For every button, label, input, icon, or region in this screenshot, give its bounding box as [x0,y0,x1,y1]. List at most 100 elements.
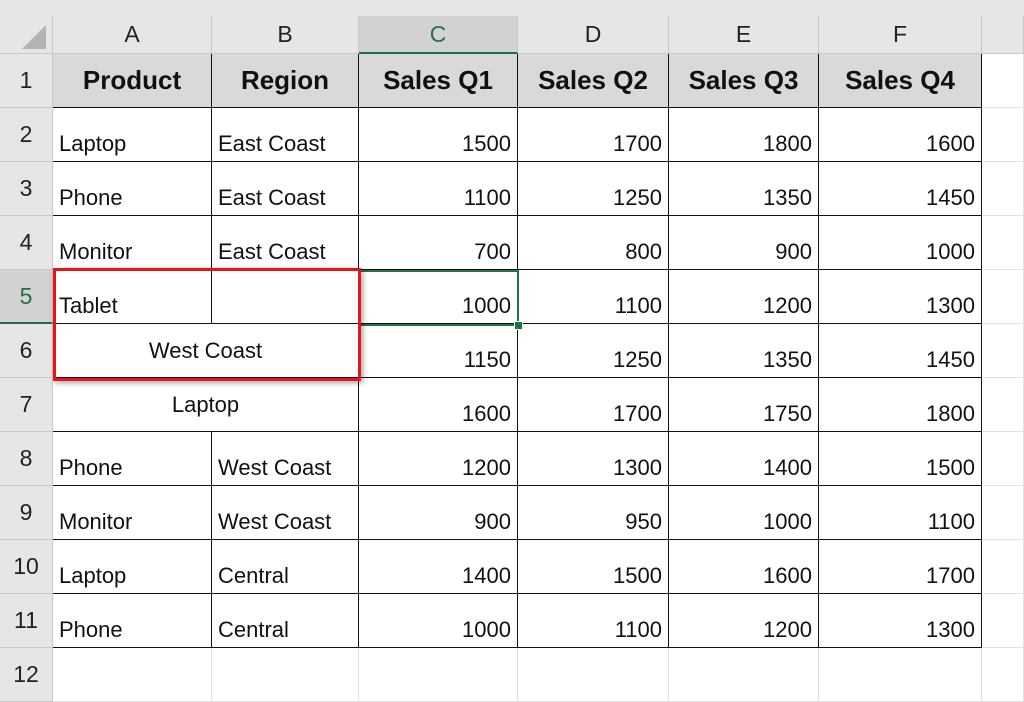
cell[interactable]: 1100 [518,270,669,324]
cell[interactable]: Laptop [53,108,212,162]
cell[interactable]: Monitor [53,486,212,540]
cell[interactable]: 1700 [518,378,669,432]
cell[interactable] [982,162,1024,216]
row-header-10[interactable]: 10 [0,540,53,594]
cell[interactable]: 1250 [518,162,669,216]
fill-handle[interactable] [514,321,523,330]
cell[interactable]: Phone [53,432,212,486]
cell[interactable]: 1500 [359,108,518,162]
cell[interactable]: East Coast [212,216,359,270]
cell[interactable]: Phone [53,594,212,648]
cell[interactable]: 1000 [359,270,518,324]
row-header-5[interactable]: 5 [0,270,53,324]
cell[interactable]: 1200 [669,594,819,648]
cell[interactable] [359,648,518,702]
cell[interactable]: 900 [359,486,518,540]
cell[interactable] [669,648,819,702]
column-header-c[interactable]: C [359,16,518,54]
cell[interactable]: West Coast [212,486,359,540]
cell[interactable] [982,324,1024,378]
cell[interactable]: 1100 [819,486,982,540]
column-header-b[interactable]: B [212,16,359,54]
cell[interactable] [518,648,669,702]
column-header-a[interactable]: A [53,16,212,54]
cell[interactable] [212,648,359,702]
cell[interactable]: 1600 [819,108,982,162]
cell[interactable]: 1700 [518,108,669,162]
row-header-12[interactable]: 12 [0,648,53,702]
cell[interactable]: 900 [669,216,819,270]
merged-cell[interactable]: West Coast [53,324,359,378]
cell[interactable] [982,648,1024,702]
cell[interactable]: 950 [518,486,669,540]
cell[interactable]: 1450 [819,324,982,378]
row-header-7[interactable]: 7 [0,378,53,432]
row-header-1[interactable]: 1 [0,54,53,108]
row-header-3[interactable]: 3 [0,162,53,216]
header-cell[interactable]: Sales Q3 [669,54,819,108]
header-cell[interactable]: Sales Q4 [819,54,982,108]
cell[interactable] [982,216,1024,270]
row-header-2[interactable]: 2 [0,108,53,162]
cell[interactable]: 800 [518,216,669,270]
cell[interactable]: 1500 [819,432,982,486]
cell[interactable]: Phone [53,162,212,216]
row-header-8[interactable]: 8 [0,432,53,486]
column-header-d[interactable]: D [518,16,669,54]
cell[interactable]: 1250 [518,324,669,378]
row-header-6[interactable]: 6 [0,324,53,378]
cell[interactable]: Tablet [53,270,212,324]
header-cell[interactable]: Product [53,54,212,108]
select-all-button[interactable] [0,16,53,54]
column-header-e[interactable]: E [669,16,819,54]
cell[interactable]: 1450 [819,162,982,216]
row-header-9[interactable]: 9 [0,486,53,540]
cell[interactable]: 1600 [669,540,819,594]
cell[interactable] [982,594,1024,648]
cell[interactable]: 1000 [819,216,982,270]
header-cell[interactable]: Sales Q1 [359,54,518,108]
cell[interactable] [982,540,1024,594]
cell[interactable]: 1100 [518,594,669,648]
cell[interactable]: Central [212,594,359,648]
cell[interactable] [982,486,1024,540]
cell[interactable]: 1200 [669,270,819,324]
cell[interactable]: 1150 [359,324,518,378]
cell[interactable]: 1200 [359,432,518,486]
cell[interactable]: East Coast [212,162,359,216]
cell[interactable] [982,54,1024,108]
cell[interactable]: 700 [359,216,518,270]
merged-cell[interactable]: Laptop [53,378,359,432]
cell[interactable]: 1350 [669,324,819,378]
cell[interactable] [212,270,359,324]
cell[interactable] [819,648,982,702]
cell[interactable]: Monitor [53,216,212,270]
column-header-g[interactable] [982,16,1024,54]
cell[interactable]: 1800 [819,378,982,432]
cell[interactable]: 1600 [359,378,518,432]
cell[interactable]: 1000 [359,594,518,648]
cell[interactable] [982,108,1024,162]
cell[interactable]: East Coast [212,108,359,162]
cell[interactable]: 1100 [359,162,518,216]
cell[interactable]: Central [212,540,359,594]
cell[interactable]: 1400 [669,432,819,486]
cell[interactable] [53,648,212,702]
column-header-f[interactable]: F [819,16,982,54]
cell[interactable]: Laptop [53,540,212,594]
cell[interactable]: 1750 [669,378,819,432]
cell[interactable] [982,432,1024,486]
header-cell[interactable]: Sales Q2 [518,54,669,108]
cell[interactable] [982,378,1024,432]
cell[interactable]: 1700 [819,540,982,594]
cell[interactable]: 1000 [669,486,819,540]
cell[interactable] [982,270,1024,324]
cell[interactable]: 1500 [518,540,669,594]
cell[interactable]: 1400 [359,540,518,594]
row-header-11[interactable]: 11 [0,594,53,648]
cell[interactable]: 1800 [669,108,819,162]
cell[interactable]: West Coast [212,432,359,486]
cell[interactable]: 1300 [819,270,982,324]
cell[interactable]: 1300 [819,594,982,648]
cell[interactable]: 1350 [669,162,819,216]
